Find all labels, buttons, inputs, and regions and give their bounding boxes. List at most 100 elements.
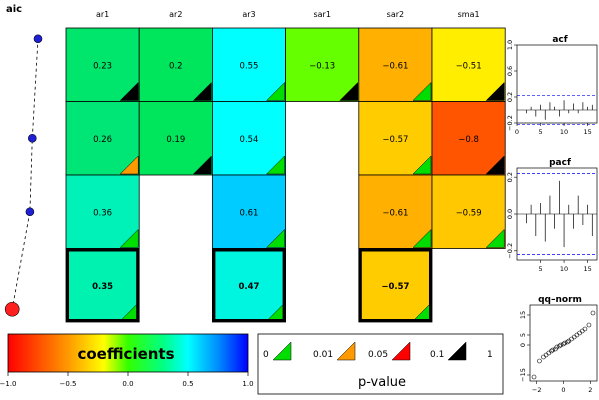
column-label: sar1: [313, 10, 330, 19]
cell-value: 0.23: [93, 61, 112, 71]
column-label: ar3: [242, 10, 255, 19]
pvalue-items: 0 0.01 0.05 0.1 1: [263, 341, 493, 361]
qq-point: [574, 332, 580, 338]
cell-value: 0.61: [240, 208, 259, 218]
qq-point: [590, 310, 596, 316]
heatmap-cell: [65, 101, 140, 176]
pvalue-legend: 0 0.01 0.05 0.1 1 p-value: [257, 333, 504, 395]
colorbar-ticks: −1.0 −0.5 0.0 0.5 1.0: [0, 372, 254, 388]
heatmap-cell: [431, 174, 506, 249]
colorbar-tick-label: −1.0: [0, 380, 17, 388]
pvalue-triangle: [485, 81, 505, 101]
qq-point: [550, 347, 556, 353]
aic-point: [25, 207, 35, 217]
heatmap-cell: [211, 101, 286, 176]
pvalue-triangle: [119, 81, 139, 101]
qq-point: [557, 343, 562, 349]
pvalue-triangle: [412, 81, 432, 101]
cell-value: −0.57: [381, 282, 409, 292]
pvalue-triangle: [412, 228, 432, 248]
y-tick-label: 0.2: [506, 172, 514, 182]
pacf-panel: pacf −0.2 0.0 0.2 5 10 15: [506, 158, 598, 273]
cell-value: −0.57: [382, 135, 408, 145]
heatmap-cell: [358, 174, 433, 249]
pvalue-swatch: [336, 341, 356, 361]
pvalue-triangle: [119, 228, 139, 248]
pvalue-triangle: [485, 155, 505, 175]
qq-point: [537, 358, 542, 364]
qq-point: [543, 352, 549, 358]
cell-value: 0.47: [239, 282, 260, 292]
column-label: ar2: [169, 10, 182, 19]
y-tick-label: 0: [519, 343, 527, 347]
cell-value: −0.51: [456, 61, 482, 71]
qq-point: [577, 330, 582, 336]
pvalue-triangle: [192, 81, 212, 101]
aic-path: [4, 34, 43, 317]
colorbar-tick-label: −0.5: [60, 380, 77, 388]
pvalue-triangle: [119, 155, 139, 175]
cell-value: −0.8: [458, 135, 479, 145]
qq-point: [569, 336, 574, 342]
y-tick-label: −15: [519, 368, 527, 382]
x-tick-label: 15: [583, 265, 591, 273]
qq-point: [579, 328, 585, 334]
x-tick-label: 2: [588, 386, 592, 394]
colorbar-title: coefficients: [77, 345, 174, 363]
colorbar-tick-label: 0.0: [122, 380, 133, 388]
qq-point: [566, 338, 572, 344]
x-tick-label: 5: [538, 128, 542, 136]
y-tick-label: 1.0: [506, 40, 514, 50]
heatmap-cell: [211, 174, 286, 249]
aic-panel: aic: [4, 4, 43, 317]
pvalue-triangle: [265, 81, 285, 101]
aic-line: [11, 38, 39, 310]
heatmap-cell: [358, 27, 433, 102]
pvalue-legend-box: [257, 333, 504, 395]
pvalue-triangle: [265, 228, 285, 248]
plot-frame: [516, 44, 598, 124]
aic-title: aic: [6, 4, 22, 15]
heatmap-cell: [65, 174, 140, 249]
pvalue-triangle: [265, 155, 285, 175]
pvalue-triangle: [339, 81, 359, 101]
y-tick-label: −0.2: [506, 243, 514, 259]
heatmap-cell: [358, 101, 433, 176]
qq-point: [531, 374, 537, 380]
heatmap-cell: [211, 248, 286, 323]
x-tick-label: 10: [560, 128, 568, 136]
pvalue-break-label: 0.05: [368, 350, 388, 360]
pvalue-swatch: [272, 341, 292, 361]
x-tick-label: 15: [583, 128, 591, 136]
selected-model-outline: [212, 248, 286, 322]
qq-point: [554, 344, 560, 350]
pvalue-break-label: 0: [263, 350, 269, 360]
pvalue-swatch: [391, 341, 411, 361]
cell-value: 0.26: [93, 135, 112, 145]
y-tick-label: 0.2: [506, 92, 514, 102]
column-label: sma1: [458, 10, 480, 19]
heatmap-cell: [431, 27, 506, 102]
y-tick-label: −0.2: [506, 115, 514, 131]
qqnorm-title: qq–norm: [538, 295, 582, 305]
column-label: ar1: [96, 10, 109, 19]
qq-point: [565, 339, 570, 345]
cell-value: 0.35: [92, 282, 113, 292]
heatmap-cell: [358, 248, 433, 323]
heatmap-cell: [65, 27, 140, 102]
cell-value: 0.2: [169, 61, 183, 71]
qq-point: [561, 341, 566, 347]
coefficient-colorbar: coefficients −1.0 −0.5 0.0 0.5 1.0: [0, 333, 254, 388]
pvalue-title: p-value: [358, 375, 406, 390]
qq-point: [558, 342, 564, 348]
y-tick-label: 15: [519, 311, 527, 319]
qq-point: [562, 340, 568, 346]
plot-frame: [529, 304, 598, 382]
selected-model-outline: [358, 248, 432, 322]
cell-value: −0.59: [456, 208, 482, 218]
y-tick-label: 5: [519, 333, 527, 337]
cell-value: 0.54: [240, 135, 259, 145]
qq-point: [582, 326, 588, 332]
selected-model-outline: [66, 248, 140, 322]
